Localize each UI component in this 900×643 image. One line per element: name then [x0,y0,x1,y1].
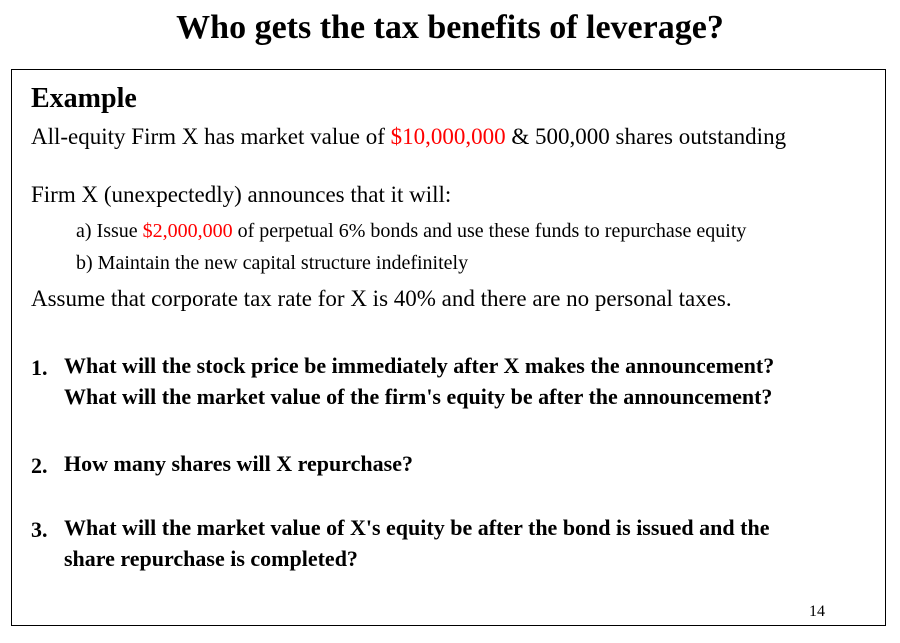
question-1-number: 1. [31,355,48,380]
question-2-number: 2. [31,453,48,478]
item-a-text-before: a) Issue [76,220,143,242]
page-number: 14 [809,603,825,620]
bond-value-highlight: $2,000,000 [142,220,233,242]
example-heading: Example [31,83,137,114]
assumption-line: Assume that corporate tax rate for X is … [31,286,732,311]
question-3-line-1: What will the market value of X's equity… [64,515,770,540]
intro-line: All-equity Firm X has market value of $1… [31,123,786,151]
slide-title: Who gets the tax benefits of leverage? [176,9,724,46]
question-1-line-2: What will the market value of the firm's… [64,384,773,409]
question-1: What will the stock price be immediately… [64,350,774,412]
intro-text-before: All-equity Firm X has market value of [31,124,391,149]
question-3: What will the market value of X's equity… [64,512,769,574]
question-1-line-1: What will the stock price be immediately… [64,353,775,378]
firm-value-highlight: $10,000,000 [390,124,506,149]
question-3-line-2: share repurchase is completed? [64,546,358,571]
announce-line: Firm X (unexpectedly) announces that it … [31,182,452,207]
intro-text-after: & 500,000 shares outstanding [505,124,787,149]
item-b: b) Maintain the new capital structure in… [76,252,469,274]
question-2-line-1: How many shares will X repurchase? [64,451,413,476]
item-a-text-after: of perpetual 6% bonds and use these fund… [232,220,747,242]
item-a: a) Issue $2,000,000 of perpetual 6% bond… [76,219,746,243]
content-box: Example All-equity Firm X has market val… [11,69,886,626]
question-2: How many shares will X repurchase? [64,448,413,479]
question-3-number: 3. [31,517,48,542]
